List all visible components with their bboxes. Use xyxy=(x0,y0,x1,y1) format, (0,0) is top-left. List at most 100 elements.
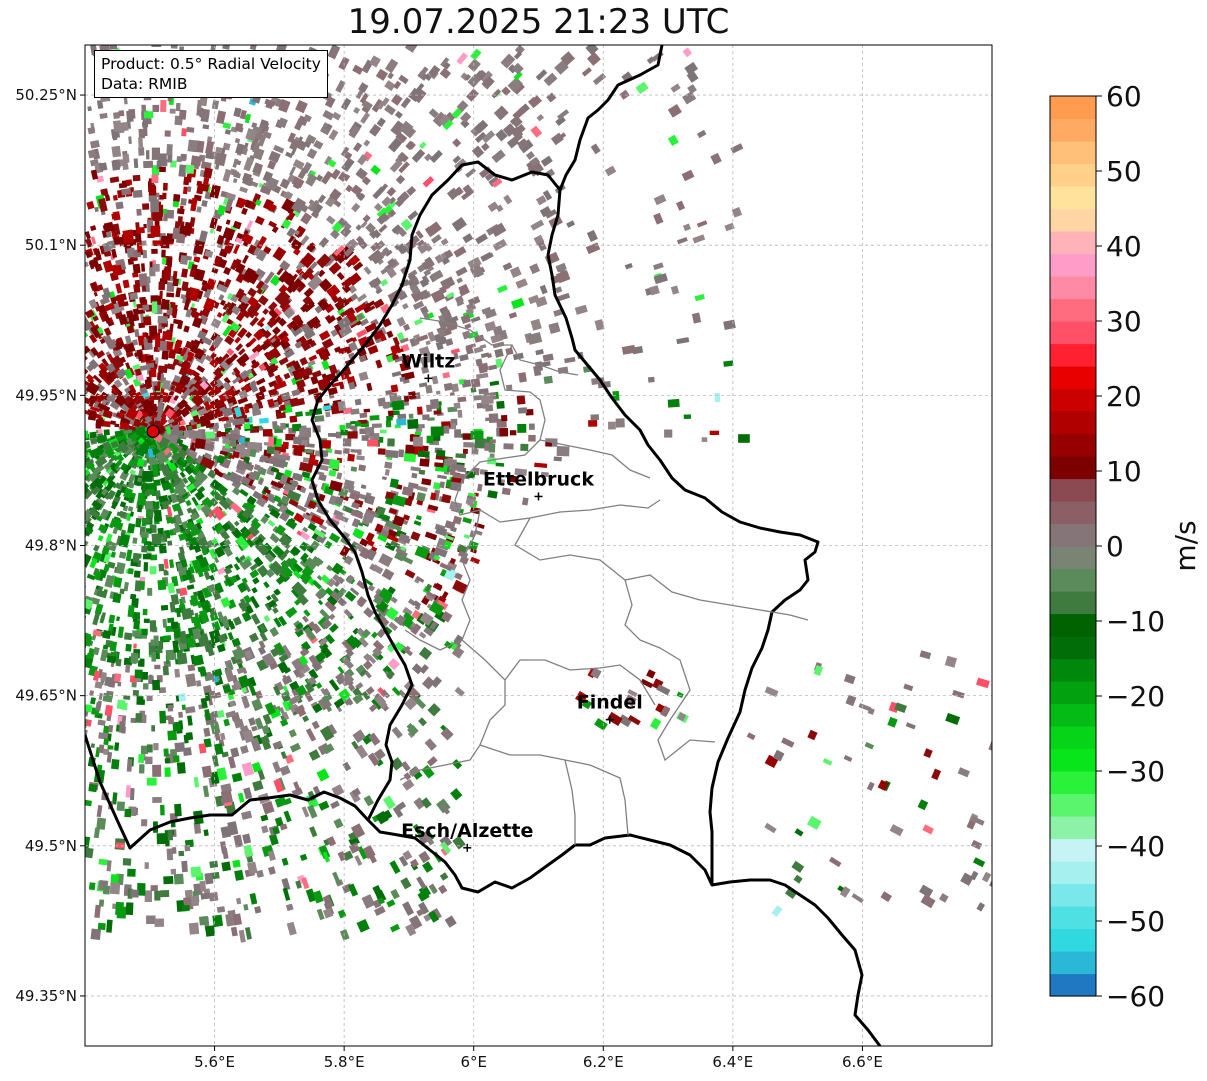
echo-cell xyxy=(275,576,285,585)
colorbar-tick-label: −60 xyxy=(1106,980,1165,1013)
echo-cell xyxy=(356,455,365,461)
echo-cell xyxy=(87,126,96,135)
echo-cell xyxy=(139,364,149,371)
echo-cell xyxy=(143,618,150,623)
echo-cell xyxy=(162,192,167,200)
echo-cell xyxy=(374,202,383,212)
echo-cell xyxy=(410,531,421,542)
echo-cell xyxy=(385,249,393,257)
echo-cell xyxy=(105,393,116,403)
colorbar-segment xyxy=(1050,816,1096,840)
colorbar-segment xyxy=(1050,276,1096,300)
echo-cell xyxy=(324,303,335,314)
map-title: 19.07.2025 21:23 UTC xyxy=(347,2,730,42)
echo-cell xyxy=(421,478,432,486)
echo-cell xyxy=(328,469,337,477)
colorbar-segment xyxy=(1050,771,1096,795)
echo-cell xyxy=(115,466,121,472)
echo-cell xyxy=(131,681,137,688)
echo-cell xyxy=(335,431,342,439)
echo-cell xyxy=(264,602,273,612)
echo-cell xyxy=(167,495,173,503)
echo-cell xyxy=(301,204,309,213)
echo-cell xyxy=(356,293,367,303)
echo-cell xyxy=(295,411,303,417)
echo-cell xyxy=(211,267,219,274)
echo-cell xyxy=(113,379,123,389)
echo-cell xyxy=(232,178,238,184)
echo-cell xyxy=(308,654,318,665)
echo-cell xyxy=(253,311,260,317)
colorbar-segment xyxy=(1050,298,1096,322)
echo-cell xyxy=(357,449,362,456)
echo-cell xyxy=(487,490,498,499)
echo-cell xyxy=(343,222,352,231)
colorbar-segment xyxy=(1050,321,1096,345)
echo-cell xyxy=(303,448,314,454)
echo-cell xyxy=(267,160,277,170)
colorbar-segment xyxy=(1050,748,1096,772)
colorbar-segment xyxy=(1050,163,1096,187)
echo-cell xyxy=(269,274,282,287)
echo-cell xyxy=(359,428,366,435)
echo-cell xyxy=(216,234,225,245)
colorbar-tick-label: 50 xyxy=(1106,155,1142,188)
colorbar-segment xyxy=(1050,861,1096,885)
echo-cell xyxy=(277,317,287,327)
echo-cell xyxy=(423,445,429,452)
colorbar-segment xyxy=(1050,636,1096,660)
colorbar-label: m/s xyxy=(1169,520,1202,571)
echo-cell xyxy=(415,515,422,521)
echo-cell xyxy=(285,433,296,441)
echo-cell xyxy=(285,151,294,159)
echo-cell xyxy=(112,527,119,535)
colorbar-tick-label: 0 xyxy=(1106,530,1124,563)
echo-cell xyxy=(315,682,323,690)
echo-cell xyxy=(89,333,98,344)
echo-cell xyxy=(141,263,146,272)
colorbar-segment xyxy=(1050,208,1096,232)
echo-cell xyxy=(181,281,189,292)
echo-cell xyxy=(317,269,326,278)
echo-cell xyxy=(159,195,163,200)
echo-cell xyxy=(232,616,242,626)
colorbar-segment xyxy=(1050,231,1096,255)
echo-cell xyxy=(165,625,173,633)
echo-cell xyxy=(233,520,240,527)
echo-cell xyxy=(326,564,333,572)
colorbar-segment xyxy=(1050,186,1096,210)
colorbar-segment xyxy=(1050,973,1096,997)
colorbar-tick-label: 40 xyxy=(1106,230,1142,263)
echo-cell xyxy=(459,353,469,362)
echo-cell xyxy=(215,146,223,153)
data-source-label: Data: RMIB xyxy=(101,75,188,93)
echo-cell xyxy=(158,687,166,694)
echo-cell xyxy=(377,532,389,543)
colorbar-segment xyxy=(1050,951,1096,975)
colorbar-scale xyxy=(1050,96,1096,997)
echo-cell xyxy=(253,556,264,567)
echo-cell xyxy=(188,449,198,457)
echo-cell xyxy=(142,249,148,259)
colorbar-tick-label: 10 xyxy=(1106,455,1142,488)
echo-cell xyxy=(170,385,176,391)
echo-cell xyxy=(266,494,277,504)
echo-cell xyxy=(101,358,108,365)
colorbar-segment xyxy=(1050,96,1096,120)
colorbar-segment xyxy=(1050,253,1096,277)
echo-cell xyxy=(356,580,367,590)
echo-cell xyxy=(249,569,260,579)
colorbar-segment xyxy=(1050,501,1096,525)
echo-cell xyxy=(105,467,112,474)
echo-cell xyxy=(142,203,150,210)
echo-cell xyxy=(213,371,224,382)
echo-cell xyxy=(369,415,380,421)
echo-cell xyxy=(456,300,465,307)
echo-cell xyxy=(237,292,247,303)
echo-cell xyxy=(378,224,388,233)
echo-cell xyxy=(95,350,106,359)
echo-cell xyxy=(167,617,175,623)
